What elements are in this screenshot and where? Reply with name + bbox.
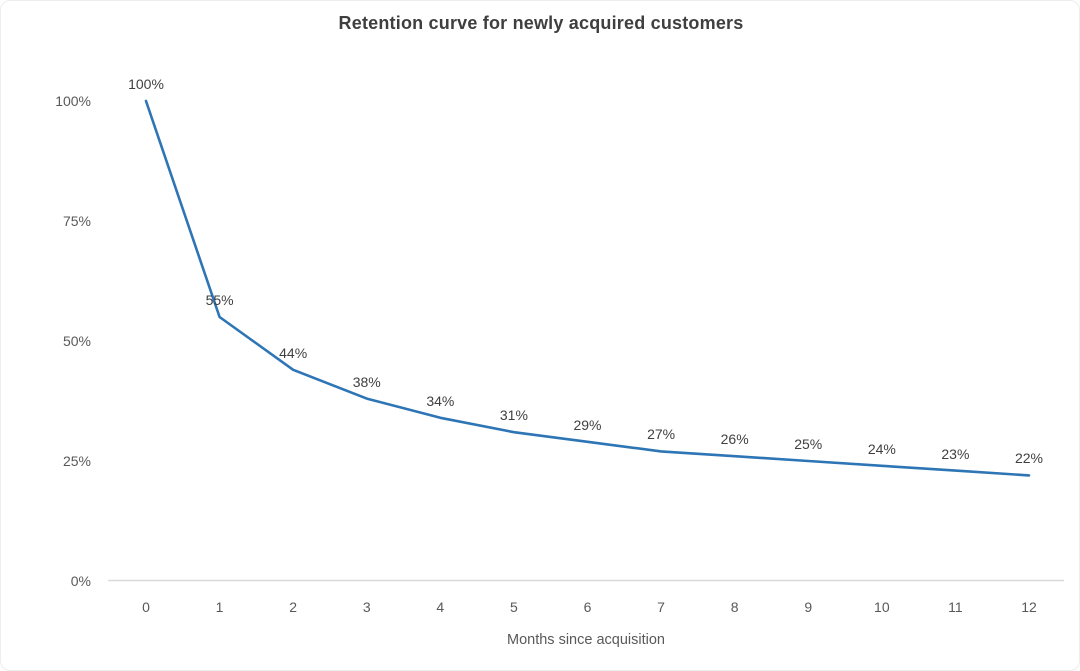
y-tick-label: 50% <box>62 333 91 349</box>
x-tick-label: 12 <box>1021 599 1037 615</box>
y-tick-label: 75% <box>62 213 91 229</box>
x-tick-label: 0 <box>142 599 150 615</box>
x-tick-label: 8 <box>730 599 739 615</box>
data-point-label: 26% <box>720 431 749 448</box>
data-point-label: 38% <box>352 373 381 390</box>
x-tick-label: 7 <box>657 599 665 615</box>
chart-title: Retention curve for newly acquired custo… <box>338 13 744 33</box>
x-tick-label: 9 <box>804 599 813 615</box>
y-tick-label: 100% <box>55 93 91 109</box>
x-tick-label: 5 <box>510 599 518 615</box>
x-axis-title: Months since acquisition <box>507 632 665 648</box>
data-point-label: 44% <box>279 344 308 361</box>
data-point-label: 100% <box>128 76 164 92</box>
data-point-label: 25% <box>794 436 823 452</box>
x-tick-label: 2 <box>289 599 298 615</box>
x-tick-label: 1 <box>215 599 224 615</box>
retention-line <box>144 99 1031 477</box>
data-point-label: 34% <box>426 392 455 409</box>
data-point-label: 29% <box>573 416 602 433</box>
y-tick-label: 25% <box>62 453 91 469</box>
x-tick-label: 6 <box>583 599 592 615</box>
data-point-label: 22% <box>1014 450 1044 467</box>
x-tick-label: 3 <box>362 599 371 615</box>
x-tick-label: 10 <box>874 599 890 615</box>
data-point-label: 24% <box>867 440 896 457</box>
x-tick-label: 11 <box>948 599 963 615</box>
x-tick-label: 4 <box>436 599 445 615</box>
data-point-label: 55% <box>205 292 234 308</box>
data-point-label: 27% <box>647 426 676 443</box>
data-point-label: 23% <box>941 445 970 462</box>
y-tick-label: 0% <box>70 573 91 589</box>
data-point-label: 31% <box>499 407 528 424</box>
